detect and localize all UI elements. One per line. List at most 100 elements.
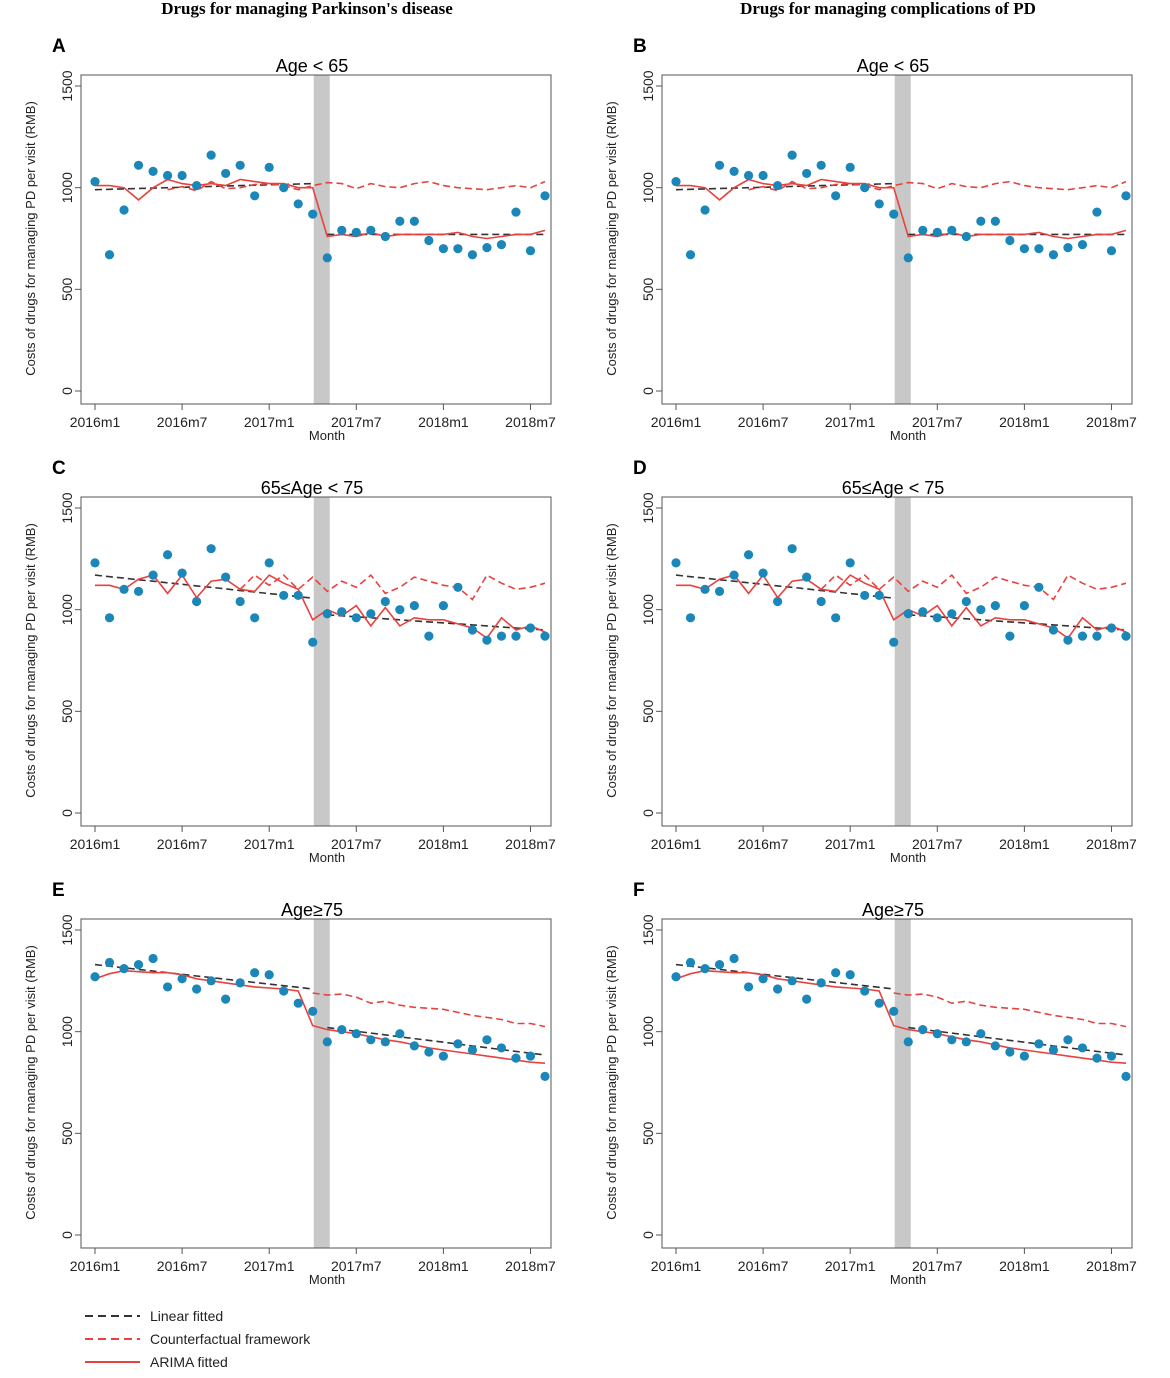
y-tick-label: 1500	[59, 492, 75, 523]
observed-point	[322, 609, 332, 619]
observed-point	[525, 1051, 536, 1061]
observed-point	[133, 959, 144, 970]
observed-point	[511, 207, 521, 217]
observed-point	[1092, 631, 1102, 641]
observed-point	[133, 160, 144, 170]
intervention-band	[313, 497, 330, 826]
observed-point	[119, 205, 129, 215]
legend-label-linear: Linear fitted	[150, 1308, 223, 1324]
observed-point	[337, 225, 347, 235]
observed-point	[961, 596, 971, 607]
x-axis-label: Month	[309, 850, 345, 865]
x-tick-label: 2017m1	[244, 1258, 295, 1274]
chart-panel-a: 0 500 1000 1500 2016m1 2016m7 2017m1 2017m7 2018…	[23, 36, 556, 443]
observed-point	[206, 544, 216, 554]
observed-point	[206, 150, 216, 160]
observed-point	[1106, 246, 1117, 256]
observed-point	[990, 601, 1000, 611]
y-tick-label: 1500	[640, 492, 656, 523]
observed-point	[816, 596, 826, 607]
observed-point	[802, 994, 812, 1004]
observed-point	[264, 162, 274, 172]
panel-title: Age≥75	[281, 900, 343, 920]
observed-point	[1048, 625, 1059, 635]
x-axis-label: Month	[890, 850, 926, 865]
observed-point	[540, 631, 550, 641]
x-tick-label: 2016m1	[70, 836, 121, 852]
observed-point	[1034, 244, 1044, 254]
observed-point	[453, 1039, 463, 1049]
observed-point	[119, 584, 129, 594]
y-tick-label: 0	[640, 809, 656, 817]
x-tick-label: 2017m7	[912, 836, 963, 852]
observed-point	[845, 162, 855, 172]
observed-point	[482, 635, 492, 645]
intervention-band	[894, 75, 911, 404]
observed-point	[889, 209, 899, 219]
observed-point	[177, 974, 187, 984]
x-tick-label: 2016m7	[157, 414, 208, 430]
observed-point	[758, 974, 768, 984]
observed-point	[366, 1035, 376, 1045]
x-tick-label: 2016m1	[651, 414, 702, 430]
y-tick-label: 1500	[640, 914, 656, 945]
observed-point	[1121, 191, 1131, 201]
observed-point	[351, 1029, 361, 1039]
observed-point	[787, 544, 797, 554]
observed-point	[322, 253, 332, 263]
linear-fitted-pre-line	[94, 574, 313, 599]
y-tick-label: 0	[59, 1231, 75, 1239]
y-tick-label: 500	[59, 699, 75, 723]
observed-point	[671, 176, 681, 187]
observed-point	[337, 607, 347, 617]
observed-point	[976, 1029, 986, 1039]
observed-point	[758, 568, 768, 578]
observed-point	[671, 558, 681, 568]
y-axis-label: Costs of drugs for managing PD per visit…	[604, 101, 619, 376]
observed-point	[743, 550, 754, 560]
y-tick-label: 0	[59, 809, 75, 817]
observed-point	[496, 240, 507, 250]
observed-point	[235, 978, 245, 988]
observed-point	[773, 596, 783, 607]
observed-point	[758, 170, 768, 181]
x-tick-label: 2018m1	[999, 1258, 1050, 1274]
observed-point	[119, 964, 129, 974]
x-tick-label: 2017m7	[331, 414, 382, 430]
x-tick-label: 2018m1	[418, 836, 469, 852]
x-tick-label: 2017m7	[331, 836, 382, 852]
y-axis-label: Costs of drugs for managing PD per visit…	[23, 101, 38, 376]
linear-fitted-post-line	[908, 614, 1127, 631]
y-tick-label: 1000	[59, 1016, 75, 1047]
linear-fitted-post-line	[327, 614, 546, 631]
observed-point	[773, 984, 783, 994]
linear-fitted-pre-line	[675, 574, 894, 599]
observed-point	[831, 968, 841, 978]
observed-point	[932, 1029, 942, 1039]
plot-frame	[661, 74, 1133, 405]
observed-point	[729, 953, 739, 964]
observed-point	[453, 244, 463, 254]
observed-point	[700, 964, 710, 974]
observed-point	[90, 176, 100, 187]
observed-point	[947, 225, 957, 235]
observed-point	[279, 183, 289, 193]
observed-point	[1019, 244, 1029, 254]
observed-point	[1121, 631, 1131, 641]
observed-point	[496, 631, 507, 641]
y-tick-label: 1500	[59, 70, 75, 101]
counterfactual-line	[312, 992, 546, 1028]
observed-point	[845, 970, 855, 980]
observed-point	[308, 209, 318, 219]
legend-label-arima: ARIMA fitted	[150, 1354, 228, 1370]
panel-letter: B	[633, 36, 647, 57]
observed-point	[438, 244, 448, 254]
arima-fitted-line	[676, 178, 1127, 240]
observed-point	[714, 959, 725, 970]
plot-frame	[661, 496, 1133, 827]
x-tick-label: 2016m7	[157, 1258, 208, 1274]
observed-point	[279, 986, 289, 996]
observed-point	[264, 558, 274, 568]
chart-panel-f: 0 500 1000 1500 2016m1 2016m7 2017m1 2017m7 2018…	[604, 880, 1137, 1287]
observed-point	[192, 596, 202, 607]
